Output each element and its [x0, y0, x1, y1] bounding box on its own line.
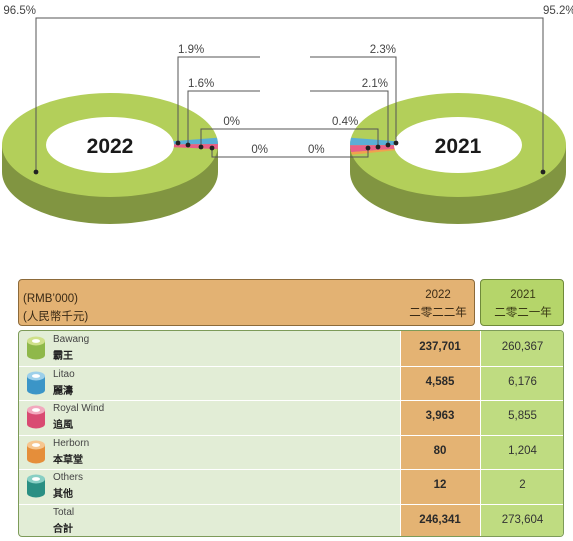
slice-label: 1.6%: [188, 78, 214, 90]
header-year-2022: 2022: [425, 289, 451, 301]
header-year-2022-zh: 二零二二年: [409, 307, 467, 319]
row-divider: [19, 469, 563, 470]
header-unit-en: (RMB’000): [23, 293, 78, 305]
row-divider: [19, 434, 563, 436]
table-row: Litao 麗濤 4,585 6,176: [19, 366, 563, 400]
leader-line: [310, 56, 397, 143]
slice-royal-wind: [173, 143, 218, 150]
header-year-2021: 2021: [510, 289, 536, 301]
header-year-2021-zh: 二零二一年: [494, 307, 552, 319]
row-label-en: Royal Wind: [53, 403, 105, 414]
leader-line: [286, 17, 544, 172]
column-2021-bg: [480, 331, 563, 536]
blue-cylinder-icon: [27, 371, 45, 394]
row-label-en: Litao: [53, 368, 75, 380]
header-unit-zh: (人民幣千元): [23, 311, 89, 323]
slice-label: 0%: [251, 144, 268, 156]
value-2021: 260,367: [501, 341, 544, 353]
row-label-zh: 追風: [53, 420, 73, 431]
value-2021: 1,204: [508, 444, 537, 457]
leader-dot: [375, 144, 381, 150]
leader-dot: [198, 144, 204, 150]
leader-line: [211, 148, 286, 158]
leader-line: [35, 17, 286, 172]
value-2022: 246,341: [419, 513, 461, 526]
leader-line: [177, 56, 260, 143]
slice-royal-wind: [350, 145, 395, 153]
slice-label: 96.5%: [3, 5, 36, 17]
table-header-main: (RMB’000) (人民幣千元) 2022 二零二二年: [18, 279, 475, 326]
row-label-en: Herborn: [53, 437, 90, 449]
donut-2022: 2022 96.5% 1.9% 1.6% 0% 0%: [2, 5, 286, 224]
slice-label: 95.2%: [543, 5, 573, 17]
column-divider: [480, 331, 481, 536]
donut-hole: [394, 117, 522, 173]
leader-dot: [385, 142, 391, 148]
slice-herborn: [351, 148, 396, 155]
value-2022: 80: [433, 444, 447, 457]
leader-line: [286, 148, 369, 158]
leader-dot: [185, 142, 191, 148]
table-row: Others 其他 12 2: [19, 469, 563, 503]
value-2021: 273,604: [501, 513, 544, 526]
table-row: Bawang 霸王 237,701 260,367: [19, 331, 563, 365]
leader-dot: [365, 145, 371, 151]
slice-label: 0%: [308, 144, 325, 156]
row-label-en: Bawang: [53, 334, 90, 345]
table-header-2021: 2021 二零二一年: [480, 279, 564, 326]
table-body: Bawang 霸王 237,701 260,367 Litao 麗濤 4,585 6,176 R…: [18, 330, 564, 537]
value-2021: 6,176: [508, 375, 537, 388]
row-label-zh: 霸王: [53, 351, 73, 362]
value-2021: 5,855: [508, 410, 537, 422]
value-2022: 3,963: [425, 410, 455, 422]
slice-label: 2.3%: [370, 44, 396, 56]
leader-dot: [540, 169, 546, 175]
donut-charts: 2022 96.5% 1.9% 1.6% 0% 0% 2021 95.2% 2.3% 2.1% 0.…: [2, 5, 573, 224]
row-divider: [19, 365, 563, 367]
leader-dot: [33, 169, 39, 175]
column-divider: [400, 331, 401, 536]
table-row: Herborn 本草堂 80 1,204: [19, 435, 563, 469]
row-label-zh: 麗濤: [53, 385, 73, 397]
revenue-table: (RMB’000) (人民幣千元) 2022 二零二二年 2021 二零二一年 …: [18, 279, 564, 537]
pink-cylinder-icon: [27, 405, 45, 429]
donut-year-label: 2022: [87, 135, 134, 158]
slice-litao: [173, 137, 218, 145]
slice-litao: [350, 137, 395, 146]
row-label-en: Others: [53, 472, 84, 483]
orange-cylinder-icon: [27, 440, 45, 463]
column-2022-bg: [400, 331, 480, 536]
teal-cylinder-icon: [27, 474, 45, 498]
donut-year-label: 2021: [435, 135, 482, 158]
leader-dot: [175, 140, 181, 146]
value-2021: 2: [519, 479, 526, 491]
leader-dot: [393, 140, 399, 146]
row-divider: [19, 400, 563, 401]
donut-hole: [46, 117, 174, 173]
row-label-zh: 合計: [53, 523, 73, 535]
green-cylinder-icon: [27, 336, 45, 360]
slice-label: 2.1%: [362, 78, 388, 90]
leader-dot: [209, 145, 215, 151]
value-2022: 4,585: [425, 375, 455, 388]
table-row: Total 合計 246,341 273,604: [19, 504, 563, 537]
slice-label: 0.4%: [332, 116, 358, 128]
slice-label: 1.9%: [178, 44, 204, 56]
leader-line: [310, 90, 389, 145]
row-label-zh: 其他: [53, 489, 73, 500]
value-2022: 12: [433, 479, 447, 491]
leader-line: [286, 128, 379, 147]
table-row: Royal Wind 追風 3,963 5,855: [19, 400, 563, 434]
row-label-en: Total: [53, 506, 75, 518]
leader-line: [187, 90, 260, 145]
pie-charts-area: 2022 96.5% 1.9% 1.6% 0% 0% 2021 95.2% 2.3% 2.1% 0.…: [0, 0, 573, 260]
row-divider: [19, 503, 563, 505]
donut-2021: 2021 95.2% 2.3% 2.1% 0.4% 0%: [286, 5, 573, 224]
leader-line: [200, 128, 286, 147]
row-label-zh: 本草堂: [53, 454, 83, 466]
value-2022: 237,701: [419, 341, 461, 353]
slice-label: 0%: [223, 116, 240, 128]
